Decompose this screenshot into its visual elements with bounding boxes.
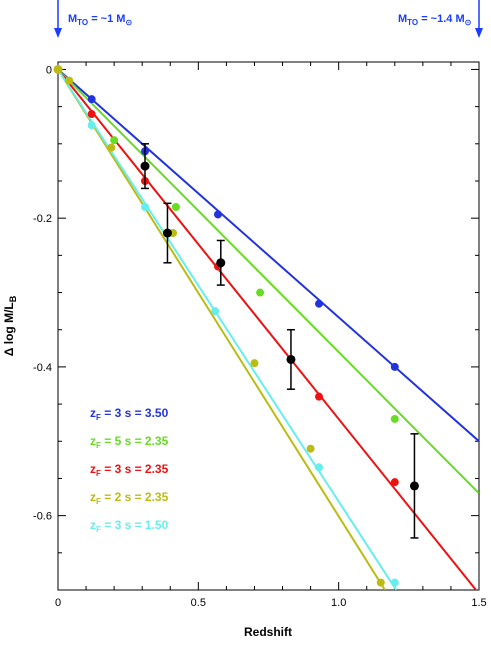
observed-point — [286, 354, 296, 364]
series-lines — [58, 68, 479, 590]
series-point-3 — [306, 444, 315, 453]
observed-points — [140, 143, 419, 539]
series-point-0 — [87, 95, 96, 104]
x-tick-label: 1.5 — [471, 597, 486, 609]
arrow-down-icon — [54, 28, 62, 38]
observed-point — [409, 481, 419, 491]
axis-tick-labels: 0 0.5 1.0 1.5 0 -0.2 -0.4 -0.6 — [33, 64, 487, 609]
series-points — [53, 64, 399, 587]
x-tick-label: 0.5 — [191, 597, 206, 609]
x-tick-label: 0 — [55, 597, 61, 609]
turnoff-mass-annotation-right: MTO = ~1.4 M⊙ — [398, 0, 483, 38]
series-point-0 — [315, 299, 324, 308]
series-point-3 — [376, 578, 385, 587]
y-tick-label: -0.6 — [33, 511, 52, 523]
turnoff-mass-annotation-left: MTO = ~1 M⊙ — [54, 0, 132, 38]
legend-entry-3: zF = 2 s = 2.35 — [90, 490, 169, 506]
y-tick-label: -0.4 — [33, 362, 52, 374]
observed-point — [162, 228, 172, 238]
legend: zF = 3 s = 3.50 zF = 5 s = 2.35 zF = 3 s =… — [90, 406, 169, 534]
observed-point — [140, 161, 150, 171]
y-tick-label: 0 — [46, 64, 52, 76]
axis-ticks — [57, 62, 480, 590]
plot-frame — [57, 61, 480, 591]
x-axis-title: Redshift — [244, 625, 292, 639]
observed-point — [216, 258, 226, 268]
series-point-3 — [65, 76, 74, 85]
series-point-1 — [256, 288, 265, 297]
series-point-3 — [250, 359, 259, 368]
series-line-4 — [58, 68, 398, 590]
annotation-left-text: MTO = ~1 M⊙ — [68, 13, 132, 27]
series-line-2 — [58, 68, 478, 590]
series-point-2 — [87, 110, 96, 119]
series-line-0 — [58, 68, 479, 443]
series-point-1 — [171, 203, 180, 212]
series-point-0 — [390, 362, 399, 371]
series-point-4 — [211, 307, 220, 316]
series-point-1 — [110, 136, 119, 145]
origin-point — [53, 64, 63, 74]
legend-entry-4: zF = 3 s = 1.50 — [90, 518, 169, 534]
series-point-2 — [390, 478, 399, 487]
series-line-1 — [58, 68, 479, 495]
y-axis-title: Δ log M/LB — [2, 295, 18, 356]
annotation-right-text: MTO = ~1.4 M⊙ — [398, 13, 472, 27]
legend-entry-2: zF = 3 s = 2.35 — [90, 462, 169, 478]
x-tick-label: 1.0 — [331, 597, 346, 609]
series-point-0 — [213, 210, 222, 219]
legend-entry-0: zF = 3 s = 3.50 — [90, 406, 169, 422]
arrow-down-icon — [475, 28, 483, 38]
series-line-3 — [58, 68, 386, 590]
series-point-2 — [315, 392, 324, 401]
series-point-4 — [87, 121, 96, 130]
legend-entry-1: zF = 5 s = 2.35 — [90, 434, 169, 450]
series-point-4 — [315, 463, 324, 472]
series-point-1 — [390, 414, 399, 423]
series-point-4 — [390, 578, 399, 587]
series-point-3 — [107, 143, 116, 152]
y-tick-label: -0.2 — [33, 213, 52, 225]
series-point-4 — [141, 203, 150, 212]
